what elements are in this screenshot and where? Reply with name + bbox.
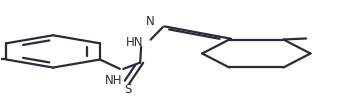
Text: S: S xyxy=(124,83,132,96)
Text: NH: NH xyxy=(105,74,122,87)
Text: N: N xyxy=(146,16,155,28)
Text: HN: HN xyxy=(126,36,144,49)
